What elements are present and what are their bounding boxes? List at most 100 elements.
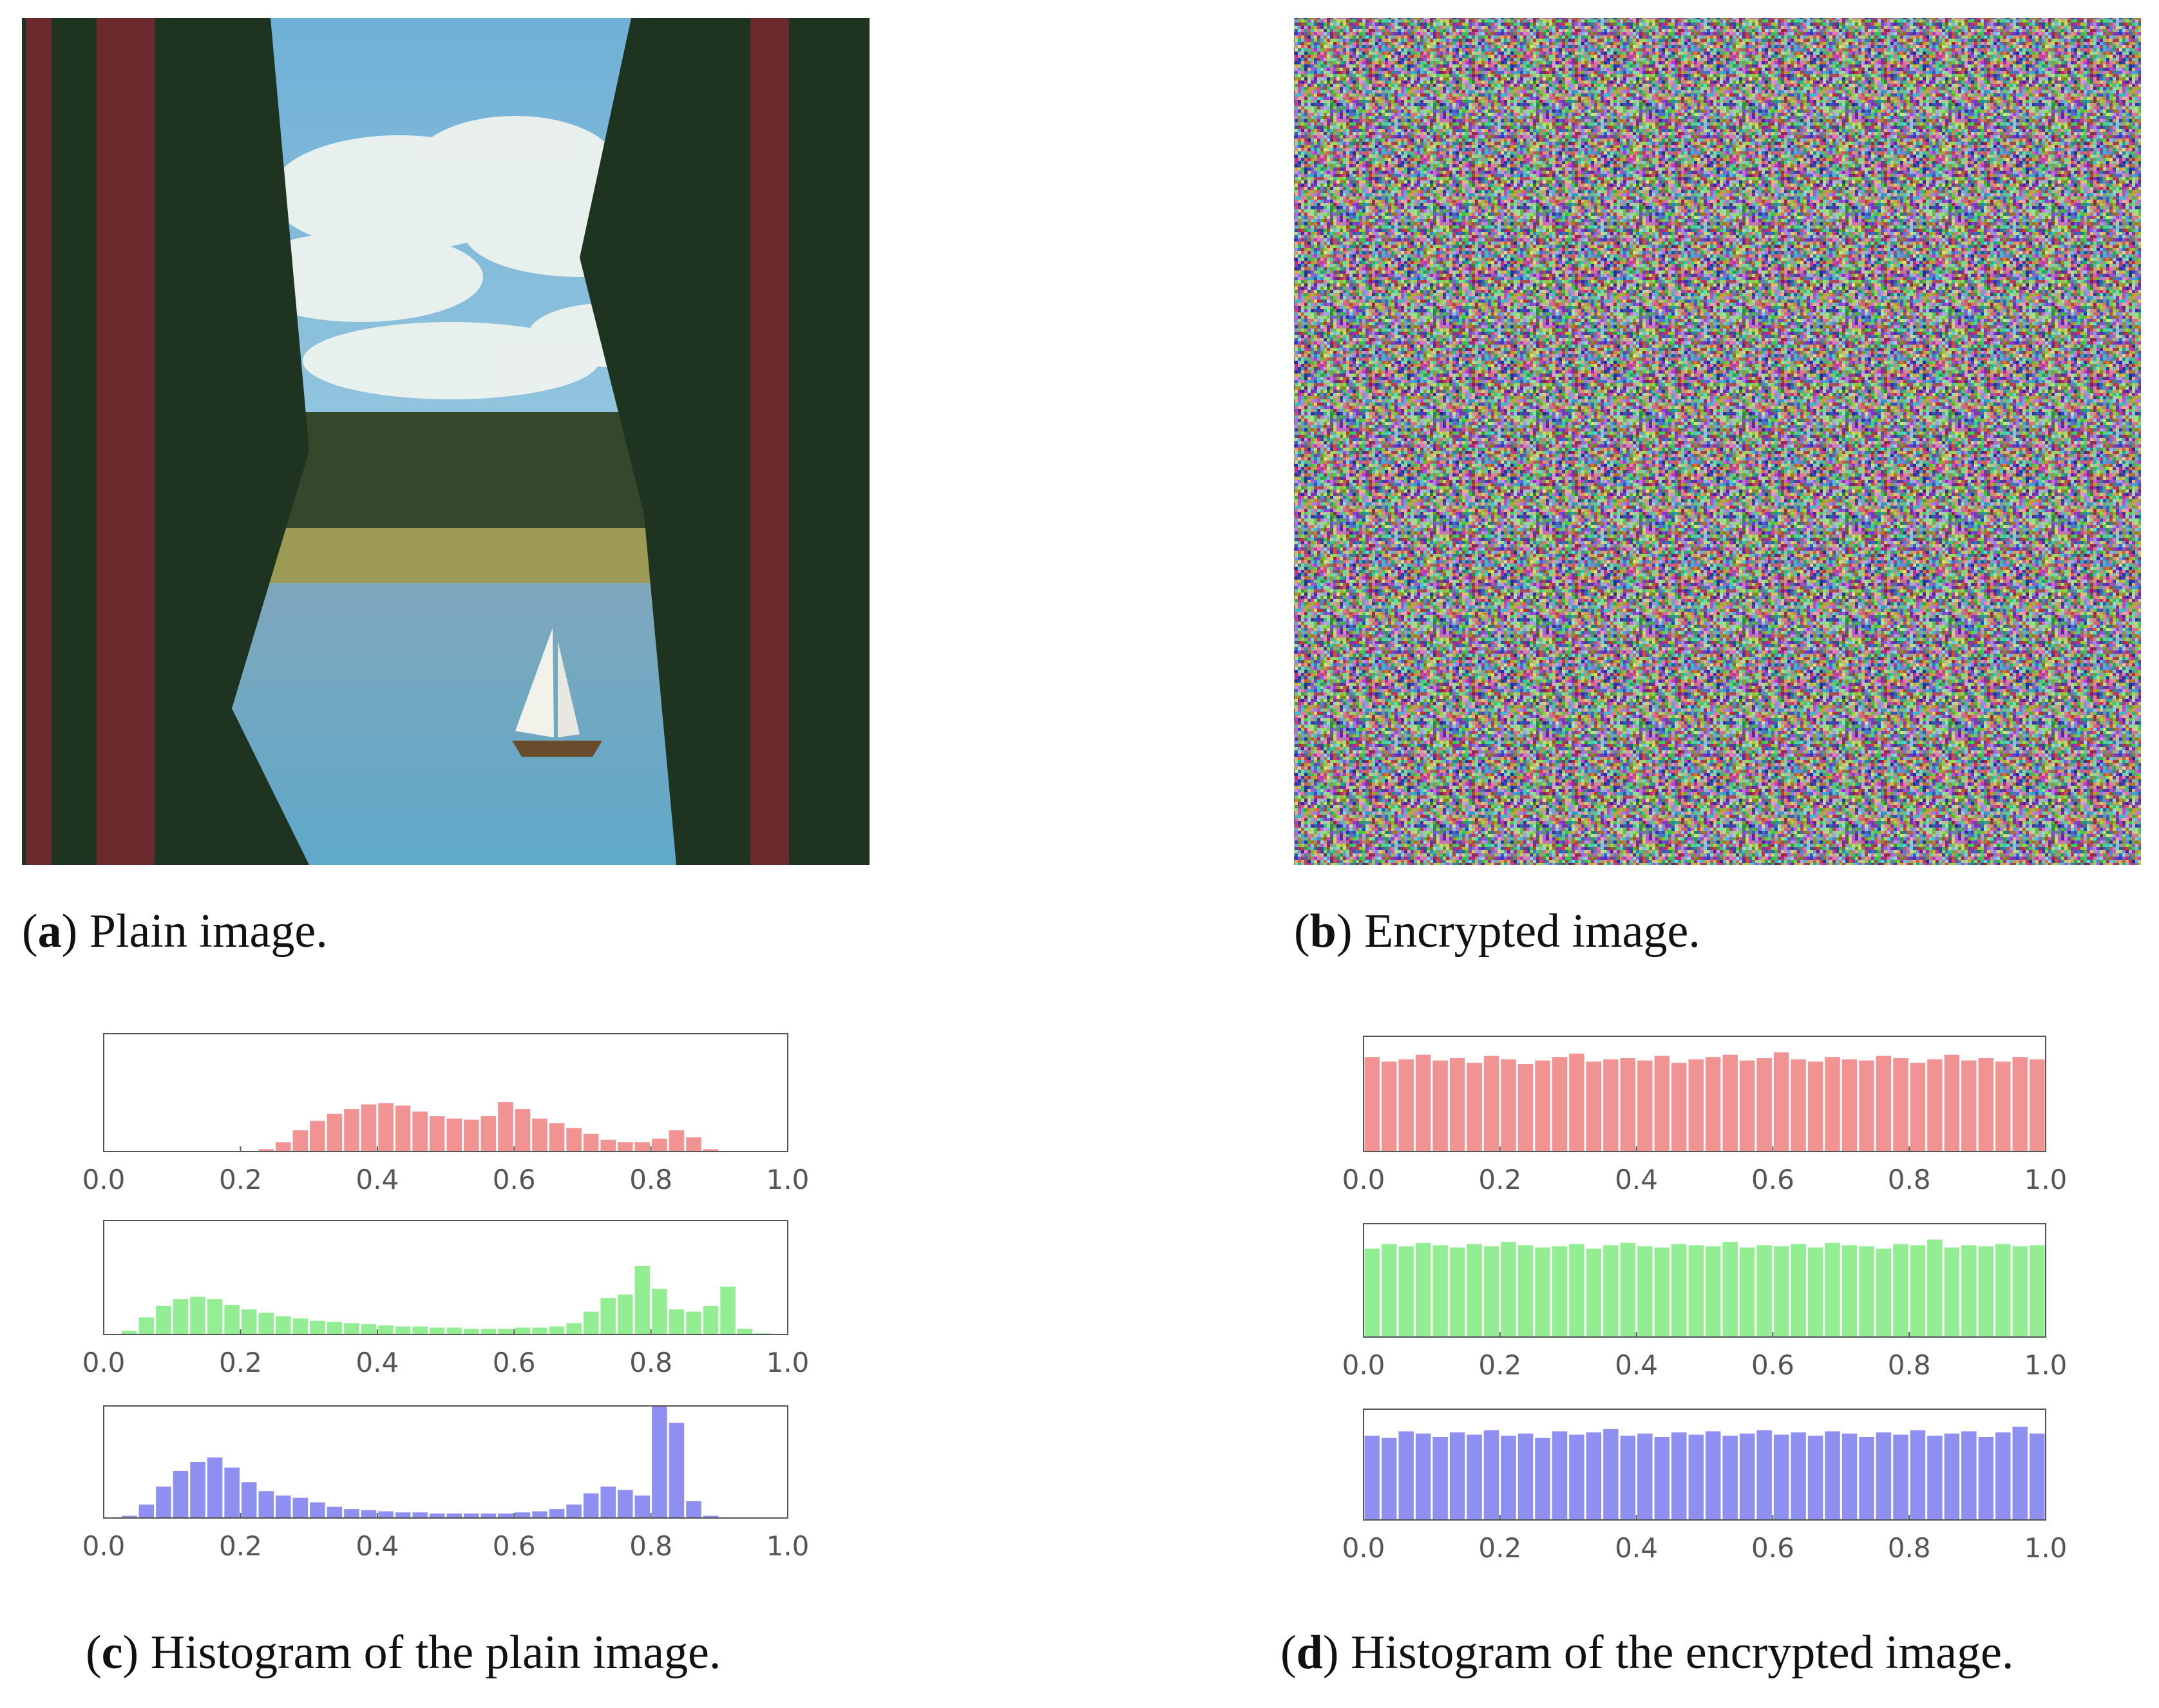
bar (224, 1304, 240, 1334)
bar (549, 1326, 565, 1334)
bar (1876, 1432, 1892, 1520)
bar (1449, 1247, 1465, 1337)
bar (1364, 1057, 1380, 1152)
bar (1398, 1431, 1414, 1520)
bar (1381, 1438, 1397, 1520)
bar (464, 1119, 479, 1152)
bar (1620, 1242, 1636, 1337)
bar (1671, 1063, 1687, 1152)
x-tick-label: 0.4 (1615, 1532, 1658, 1564)
bar (1995, 1061, 2011, 1152)
bar (327, 1114, 343, 1152)
x-tick-label: 0.4 (1615, 1164, 1658, 1195)
bar (1398, 1059, 1414, 1152)
bar (600, 1486, 616, 1518)
bar (173, 1299, 189, 1334)
bar (1859, 1246, 1874, 1337)
bar (566, 1323, 582, 1334)
bar (498, 1329, 513, 1334)
plain-image (22, 18, 870, 865)
bar (686, 1311, 701, 1334)
bar (1756, 1245, 1772, 1337)
bar (703, 1515, 719, 1518)
bar (2030, 1245, 2045, 1337)
bar (652, 1406, 667, 1518)
bar (1415, 1433, 1431, 1520)
x-tick-label: 0.0 (1342, 1164, 1385, 1195)
bar (1501, 1242, 1516, 1337)
bar (737, 1329, 753, 1334)
bar (652, 1289, 667, 1334)
bar (292, 1130, 309, 1152)
bar (1978, 1246, 1994, 1337)
bar (549, 1123, 565, 1152)
caption: (a) Plain image. (22, 905, 328, 958)
plot-frame (1363, 1036, 2046, 1152)
bar (173, 1470, 189, 1518)
bar (583, 1493, 599, 1518)
bar (1807, 1436, 1823, 1520)
bar (566, 1504, 582, 1518)
bar (1432, 1437, 1448, 1520)
bar (1637, 1433, 1653, 1520)
bar (1739, 1060, 1755, 1152)
bar (498, 1513, 513, 1518)
x-tick-label: 0.0 (82, 1164, 126, 1195)
x-tick-label: 0.6 (493, 1347, 536, 1378)
bar (446, 1118, 462, 1152)
x-tick-label: 0.4 (356, 1347, 399, 1378)
bar (1620, 1436, 1636, 1520)
bar (1893, 1244, 1908, 1337)
bar (600, 1139, 616, 1152)
bar (532, 1511, 547, 1518)
bar (480, 1329, 497, 1334)
bar (652, 1138, 667, 1152)
bar (515, 1512, 531, 1518)
bar (1381, 1244, 1397, 1337)
bar (600, 1298, 616, 1334)
bar (532, 1118, 547, 1152)
bar (1603, 1245, 1619, 1337)
bar (566, 1128, 582, 1152)
caption: (d) Histogram of the encrypted image. (1280, 1626, 2013, 1679)
bar (1586, 1248, 1602, 1337)
bar (1706, 1431, 1721, 1520)
x-tick-label: 1.0 (2024, 1532, 2068, 1564)
bar (1415, 1054, 1431, 1152)
bar (1893, 1434, 1908, 1520)
bar (480, 1116, 497, 1152)
bar (1807, 1247, 1823, 1337)
bar (1671, 1244, 1687, 1337)
bar (703, 1149, 719, 1152)
x-tick-label: 0.2 (1478, 1532, 1521, 1564)
bar (395, 1326, 411, 1334)
bar (1825, 1242, 1840, 1337)
bar (1791, 1244, 1806, 1337)
bar (1995, 1244, 2011, 1337)
bar (361, 1104, 377, 1152)
bar (327, 1506, 343, 1518)
bar (1432, 1245, 1448, 1337)
bar (344, 1323, 359, 1334)
bar (1995, 1432, 2011, 1520)
bar (1501, 1059, 1516, 1152)
bar (1791, 1059, 1806, 1152)
bar (429, 1513, 445, 1518)
bar (1773, 1052, 1789, 1152)
bar (1569, 1053, 1584, 1152)
x-tick-label: 0.6 (1751, 1532, 1794, 1564)
bar (1706, 1246, 1721, 1337)
x-tick-label: 0.2 (1478, 1349, 1521, 1381)
bar (1501, 1436, 1516, 1520)
x-tick-label: 1.0 (766, 1530, 810, 1562)
bar (669, 1423, 685, 1518)
bar (224, 1467, 240, 1518)
bar (1910, 1063, 1926, 1152)
bar (1535, 1247, 1550, 1337)
bar (1825, 1431, 1840, 1520)
x-tick-label: 1.0 (2024, 1164, 2068, 1195)
caption: (b) Encrypted image. (1294, 905, 1700, 958)
bar (1944, 1054, 1960, 1152)
bar (618, 1142, 633, 1152)
